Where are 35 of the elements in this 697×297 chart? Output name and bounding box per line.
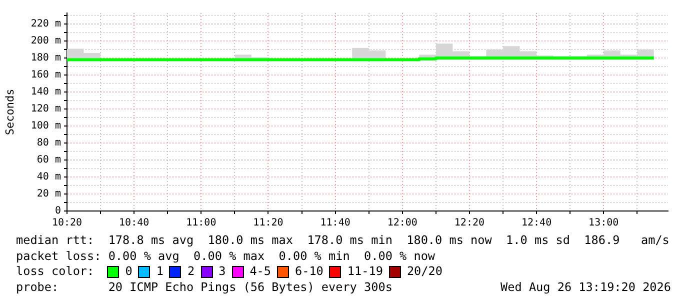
text: 0 (125, 264, 132, 280)
y-tick-label: 100 m (30, 120, 61, 132)
x-tick-label: 13:00 (588, 218, 619, 229)
x-tick-label: 12:00 (387, 218, 418, 229)
x-tick-label: 11:20 (253, 218, 284, 229)
y-tick-label: 220 m (30, 18, 61, 30)
text: 1 (156, 264, 164, 280)
text: loss color: (16, 264, 96, 280)
x-tick-label: 11:40 (320, 218, 350, 229)
y-tick-label: 0 (54, 206, 61, 217)
x-tick-label: 10:20 (52, 218, 82, 229)
text: median rtt: 178.8 ms avg 180.0 ms max 178.0 ms min 180.0 ms now 1.0 ms sd 186.9 am/s (16, 233, 670, 248)
text: 3 (218, 264, 226, 280)
text: 6-10 (295, 264, 324, 280)
y-tick-label: 80 m (36, 138, 61, 149)
text: Wed Aug 26 13:19:20 2026 (500, 280, 671, 295)
y-tick-label: 120 m (30, 104, 61, 115)
text: 4-5 (250, 264, 271, 280)
y-tick-label: 20 m (36, 188, 61, 200)
x-tick-label: 11:00 (186, 218, 216, 229)
text: 20/20 (406, 264, 442, 280)
y-tick-label: 200 m (30, 36, 61, 47)
x-tick-label: 12:20 (454, 218, 485, 229)
y-tick-label: 180 m (30, 52, 61, 64)
y-tick-label: 40 m (36, 172, 61, 183)
y-tick-label: 140 m (30, 86, 61, 98)
text: probe: 20 ICMP Echo Pings (56 Bytes) every 300s (16, 280, 392, 295)
text: 11-19 (347, 264, 383, 280)
x-tick-label: 10:40 (119, 218, 150, 229)
x-tick-label: 12:40 (521, 218, 552, 229)
text: 2 (187, 264, 195, 280)
y-axis-title: Seconds (3, 88, 16, 136)
y-tick-label: 60 m (36, 154, 61, 166)
text: packet loss: 0.00 % avg 0.00 % max 0.00 % min 0.00 % now (16, 248, 436, 264)
y-tick-label: 160 m (30, 70, 61, 81)
